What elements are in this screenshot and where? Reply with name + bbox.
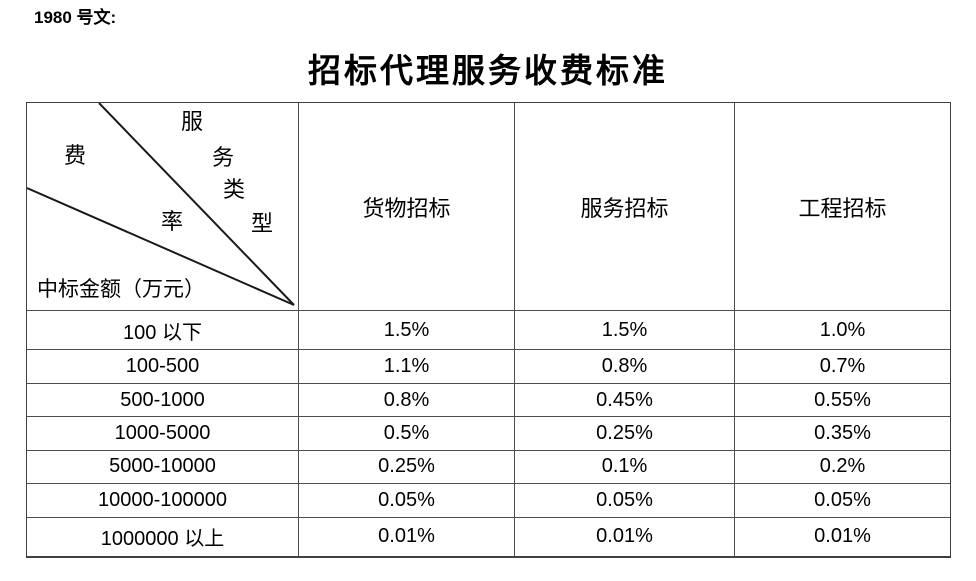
- rate-cell: 0.05%: [299, 484, 515, 517]
- row-label: 1000-5000: [27, 417, 299, 450]
- rate-cell: 0.2%: [819, 455, 866, 478]
- rate-cell: 0.01%: [299, 517, 515, 556]
- corner-service-type-char: 类: [223, 177, 246, 202]
- rate-cell: 0.05%: [814, 488, 871, 511]
- diagonal-line-lower: [27, 187, 295, 306]
- table-header-row: 服 务 类 型 费 率 中标金额（万元） 货物招标 服务招标 工程招标: [27, 103, 950, 311]
- corner-service-type-char: 型: [251, 211, 274, 236]
- rate-cell: 0.8%: [515, 350, 735, 383]
- corner-service-type-char: 务: [212, 145, 235, 170]
- diagonal-line-upper: [98, 103, 295, 306]
- row-label: 500-1000: [27, 383, 299, 417]
- rate-cell: 0.25%: [515, 417, 735, 450]
- rate-cell: 0.01%: [515, 517, 735, 556]
- rate-cell: 0.25%: [299, 450, 515, 484]
- rate-cell: 0.05%: [515, 484, 735, 517]
- rate-cell: 1.1%: [299, 350, 515, 383]
- page-title: 招标代理服务收费标准: [308, 54, 668, 90]
- row-label: 100-500: [27, 350, 299, 383]
- corner-fee-rate-char: 费: [64, 143, 87, 168]
- fee-standard-table: 服 务 类 型 费 率 中标金额（万元） 货物招标 服务招标 工程招标 100 …: [26, 102, 951, 558]
- diagonal-corner-cell: 服 务 类 型 费 率 中标金额（万元）: [27, 103, 299, 310]
- document-ref-label: 1980 号文:: [34, 8, 117, 27]
- rate-cell: 1.0%: [819, 318, 866, 341]
- column-header-goods: 货物招标: [299, 103, 515, 310]
- corner-amount-axis-label: 中标金额（万元）: [37, 277, 205, 301]
- row-label: 5000-10000: [27, 450, 299, 484]
- rate-cell: 0.35%: [814, 421, 871, 444]
- rate-cell: 0.1%: [515, 450, 735, 484]
- corner-fee-rate-char: 率: [161, 209, 184, 234]
- table-row: 100 以下 1.5% 1.5% 1.0%: [27, 311, 950, 351]
- column-header-engineering: 工程招标: [798, 195, 887, 221]
- table-row: 5000-10000 0.25% 0.1% 0.2%: [27, 450, 950, 485]
- rate-cell: 0.7%: [819, 355, 866, 378]
- row-label: 100 以下: [27, 311, 299, 350]
- row-label: 1000000 以上: [27, 517, 299, 556]
- table-row: 1000000 以上 0.01% 0.01% 0.01%: [27, 517, 950, 556]
- table-row: 100-500 1.1% 0.8% 0.7%: [27, 350, 950, 384]
- rate-cell: 0.5%: [299, 417, 515, 450]
- rate-cell: 0.8%: [299, 383, 515, 417]
- row-label: 10000-100000: [27, 484, 299, 517]
- corner-service-type-char: 服: [181, 109, 204, 134]
- rate-cell: 0.45%: [515, 383, 735, 417]
- table-row: 1000-5000 0.5% 0.25% 0.35%: [27, 417, 950, 451]
- rate-cell: 1.5%: [515, 311, 735, 350]
- table-row: 10000-100000 0.05% 0.05% 0.05%: [27, 484, 950, 518]
- rate-cell: 0.55%: [814, 388, 871, 411]
- column-header-services: 服务招标: [515, 103, 735, 310]
- diagonal-lines-graphic: [27, 103, 295, 306]
- table-row: 500-1000 0.8% 0.45% 0.55%: [27, 383, 950, 418]
- rate-cell: 1.5%: [299, 311, 515, 350]
- rate-cell: 0.01%: [814, 525, 871, 548]
